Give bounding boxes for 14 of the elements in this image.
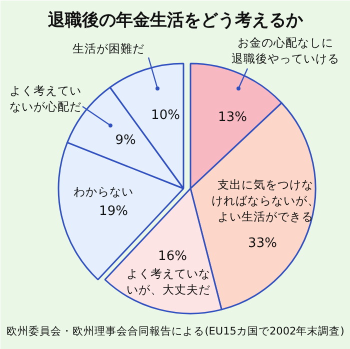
slice-label: 生活が困難だ bbox=[72, 42, 144, 56]
slice-label: 支出に気をつけなければならないが、よい生活ができる bbox=[212, 177, 320, 224]
data-label: 16% bbox=[158, 249, 187, 264]
data-label: 13% bbox=[218, 110, 247, 125]
slice-label: よく考えていないが、大丈夫だ bbox=[126, 266, 210, 297]
data-label: 19% bbox=[99, 204, 128, 219]
slice-label: お金の心配なしに退職後やっていける bbox=[232, 35, 340, 66]
data-label: 33% bbox=[248, 236, 277, 251]
chart-title: 退職後の年金生活をどう考えるか bbox=[47, 10, 304, 30]
text: 欧州委員会・欧州理事会合同報告による(EU15カ国で2002年末調査) bbox=[6, 324, 344, 338]
data-label: 10% bbox=[151, 108, 180, 123]
data-label: 9% bbox=[115, 133, 136, 148]
slice-label: よく考えていないが心配だ bbox=[10, 83, 82, 114]
slice-label: わからない bbox=[74, 184, 134, 198]
